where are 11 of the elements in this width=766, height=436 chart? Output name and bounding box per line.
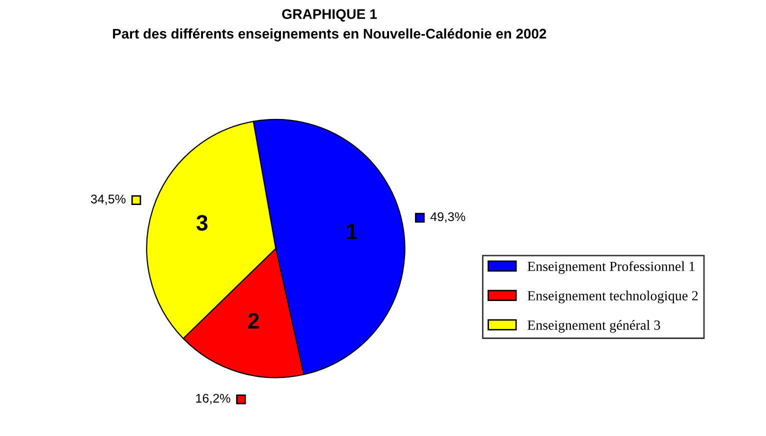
chart-title: GRAPHIQUE 1 [282,9,377,22]
legend-label: Enseignement Professionnel 1 [528,261,695,274]
text: 1 [346,224,358,240]
data-label: 16,2% [196,394,230,404]
legend-label: Enseignement général 3 [528,320,660,333]
chart-subtitle: Part des différents enseignements en Nouvelle-Calédonie en 2002 [113,28,546,42]
data-label: 34,5% [90,194,126,205]
legend-label: Enseignement technologique 2 [528,290,698,304]
text: 2 [248,312,259,328]
text: 3 [196,214,208,231]
data-label: 49,3% [430,212,466,223]
